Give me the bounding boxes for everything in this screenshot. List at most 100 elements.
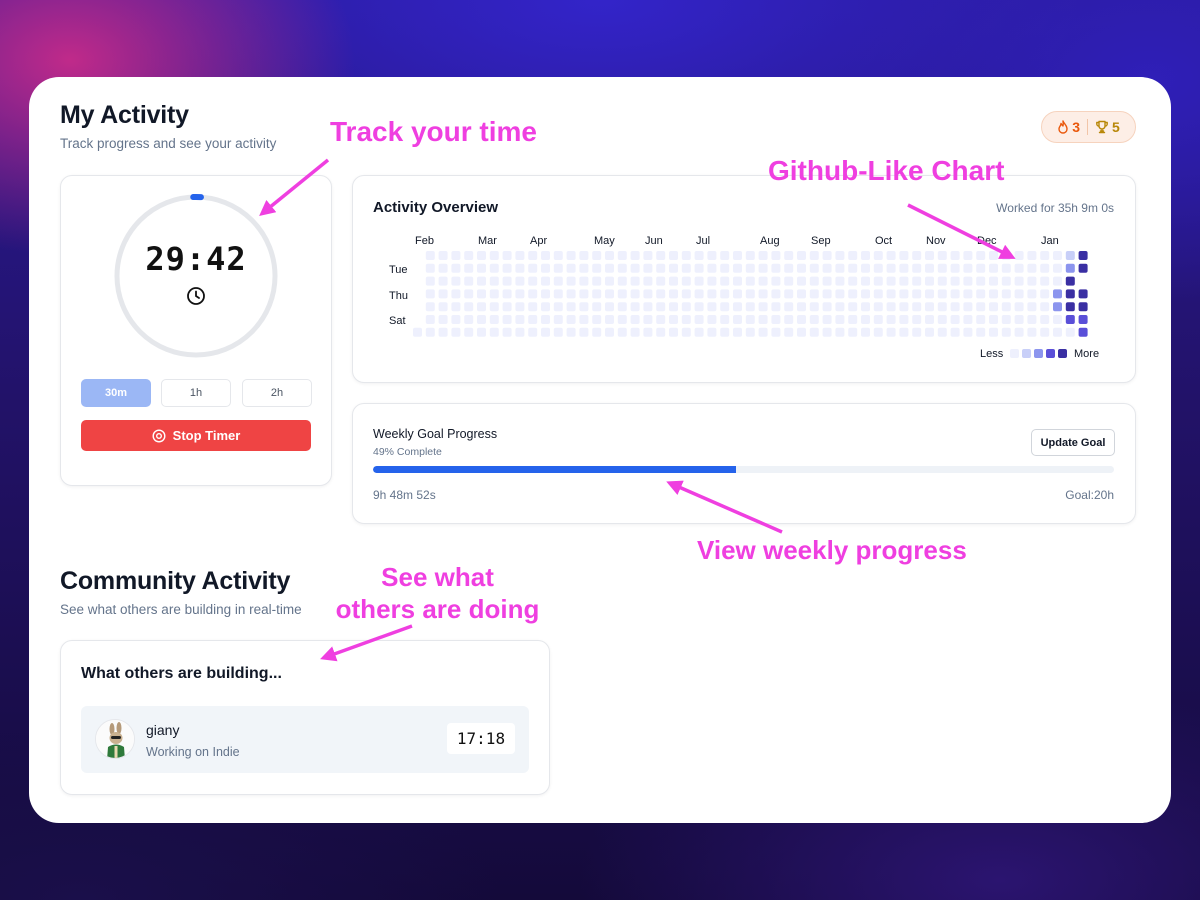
heatmap-cell[interactable] xyxy=(937,251,947,260)
heatmap-cell[interactable] xyxy=(617,302,627,312)
heatmap-cell[interactable] xyxy=(797,276,806,286)
heatmap-cell[interactable] xyxy=(963,276,973,286)
heatmap-cell[interactable] xyxy=(989,327,998,337)
heatmap-cell[interactable] xyxy=(797,263,806,273)
heatmap-cell[interactable] xyxy=(720,315,730,324)
heatmap-cell[interactable] xyxy=(464,276,474,286)
heatmap-cell[interactable] xyxy=(809,327,819,337)
heatmap-cell[interactable] xyxy=(1014,289,1024,299)
heatmap-cell[interactable] xyxy=(835,315,845,324)
heatmap-cell[interactable] xyxy=(656,315,666,324)
heatmap-cell[interactable] xyxy=(425,302,435,312)
heatmap-cell[interactable] xyxy=(438,327,448,337)
heatmap-cell[interactable] xyxy=(464,251,474,260)
heatmap-cell[interactable] xyxy=(899,327,909,337)
heatmap-cell[interactable] xyxy=(464,263,474,273)
heatmap-cell[interactable] xyxy=(617,263,627,273)
heatmap-cell[interactable] xyxy=(771,289,781,299)
heatmap-cell[interactable] xyxy=(848,315,858,324)
heatmap-cell[interactable] xyxy=(848,251,858,260)
heatmap-cell[interactable] xyxy=(643,302,653,312)
heatmap-cell[interactable] xyxy=(758,276,768,286)
heatmap-cell[interactable] xyxy=(669,263,678,273)
heatmap-cell[interactable] xyxy=(694,327,704,337)
heatmap-cell[interactable] xyxy=(605,251,614,260)
heatmap-cell[interactable] xyxy=(1078,315,1088,324)
heatmap-cell[interactable] xyxy=(502,263,512,273)
heatmap-cell[interactable] xyxy=(707,327,717,337)
heatmap-cell[interactable] xyxy=(681,289,691,299)
heatmap-cell[interactable] xyxy=(1027,276,1037,286)
heatmap-cell[interactable] xyxy=(720,289,730,299)
heatmap-cell[interactable] xyxy=(656,289,666,299)
heatmap-cell[interactable] xyxy=(745,289,755,299)
heatmap-cell[interactable] xyxy=(784,289,794,299)
heatmap-cell[interactable] xyxy=(643,289,653,299)
heatmap-cell[interactable] xyxy=(976,276,986,286)
heatmap-cell[interactable] xyxy=(835,327,845,337)
heatmap-cell[interactable] xyxy=(1014,327,1024,337)
heatmap-cell[interactable] xyxy=(1014,263,1024,273)
heatmap-cell[interactable] xyxy=(912,276,922,286)
heatmap-cell[interactable] xyxy=(566,276,576,286)
heatmap-cell[interactable] xyxy=(873,251,883,260)
heatmap-cell[interactable] xyxy=(694,315,704,324)
heatmap-cell[interactable] xyxy=(707,251,717,260)
heatmap-cell[interactable] xyxy=(771,315,781,324)
heatmap-cell[interactable] xyxy=(477,251,486,260)
heatmap-cell[interactable] xyxy=(1027,251,1037,260)
heatmap-cell[interactable] xyxy=(758,327,768,337)
heatmap-cell[interactable] xyxy=(950,327,960,337)
heatmap-cell[interactable] xyxy=(425,251,435,260)
heatmap-cell[interactable] xyxy=(477,289,486,299)
heatmap-cell[interactable] xyxy=(630,251,640,260)
heatmap-cell[interactable] xyxy=(515,315,525,324)
heatmap-cell[interactable] xyxy=(912,251,922,260)
heatmap-cell[interactable] xyxy=(566,251,576,260)
heatmap-cell[interactable] xyxy=(643,263,653,273)
heatmap-cell[interactable] xyxy=(515,302,525,312)
heatmap-cell[interactable] xyxy=(579,289,589,299)
heatmap-cell[interactable] xyxy=(899,251,909,260)
heatmap-cell[interactable] xyxy=(1053,315,1062,324)
heatmap-cell[interactable] xyxy=(464,315,474,324)
heatmap-cell[interactable] xyxy=(899,315,909,324)
heatmap-cell[interactable] xyxy=(886,276,896,286)
heatmap-cell[interactable] xyxy=(1001,315,1011,324)
heatmap-cell[interactable] xyxy=(937,302,947,312)
heatmap-cell[interactable] xyxy=(963,251,973,260)
heatmap-cell[interactable] xyxy=(515,276,525,286)
heatmap-cell[interactable] xyxy=(1053,263,1062,273)
heatmap-cell[interactable] xyxy=(541,315,550,324)
heatmap-cell[interactable] xyxy=(925,289,934,299)
heatmap-cell[interactable] xyxy=(925,315,934,324)
heatmap-cell[interactable] xyxy=(886,263,896,273)
heatmap-cell[interactable] xyxy=(489,276,499,286)
heatmap-cell[interactable] xyxy=(553,263,563,273)
heatmap-cell[interactable] xyxy=(438,315,448,324)
heatmap-cell[interactable] xyxy=(720,263,730,273)
heatmap-cell[interactable] xyxy=(784,276,794,286)
heatmap-cell[interactable] xyxy=(528,251,538,260)
heatmap-cell[interactable] xyxy=(630,263,640,273)
heatmap-cell[interactable] xyxy=(733,263,742,273)
heatmap-cell[interactable] xyxy=(553,251,563,260)
heatmap-cell[interactable] xyxy=(489,327,499,337)
heatmap-cell[interactable] xyxy=(451,276,461,286)
heatmap-cell[interactable] xyxy=(784,251,794,260)
heatmap-cell[interactable] xyxy=(848,327,858,337)
heatmap-cell[interactable] xyxy=(937,289,947,299)
heatmap-cell[interactable] xyxy=(451,315,461,324)
heatmap-cell[interactable] xyxy=(694,276,704,286)
heatmap-cell[interactable] xyxy=(720,276,730,286)
heatmap-cell[interactable] xyxy=(669,327,678,337)
heatmap-cell[interactable] xyxy=(835,251,845,260)
heatmap-cell[interactable] xyxy=(553,276,563,286)
heatmap-cell[interactable] xyxy=(1040,276,1050,286)
heatmap-cell[interactable] xyxy=(1027,315,1037,324)
heatmap-cell[interactable] xyxy=(630,315,640,324)
heatmap-cell[interactable] xyxy=(605,276,614,286)
heatmap-cell[interactable] xyxy=(758,315,768,324)
heatmap-cell[interactable] xyxy=(1053,289,1062,299)
heatmap-cell[interactable] xyxy=(541,327,550,337)
